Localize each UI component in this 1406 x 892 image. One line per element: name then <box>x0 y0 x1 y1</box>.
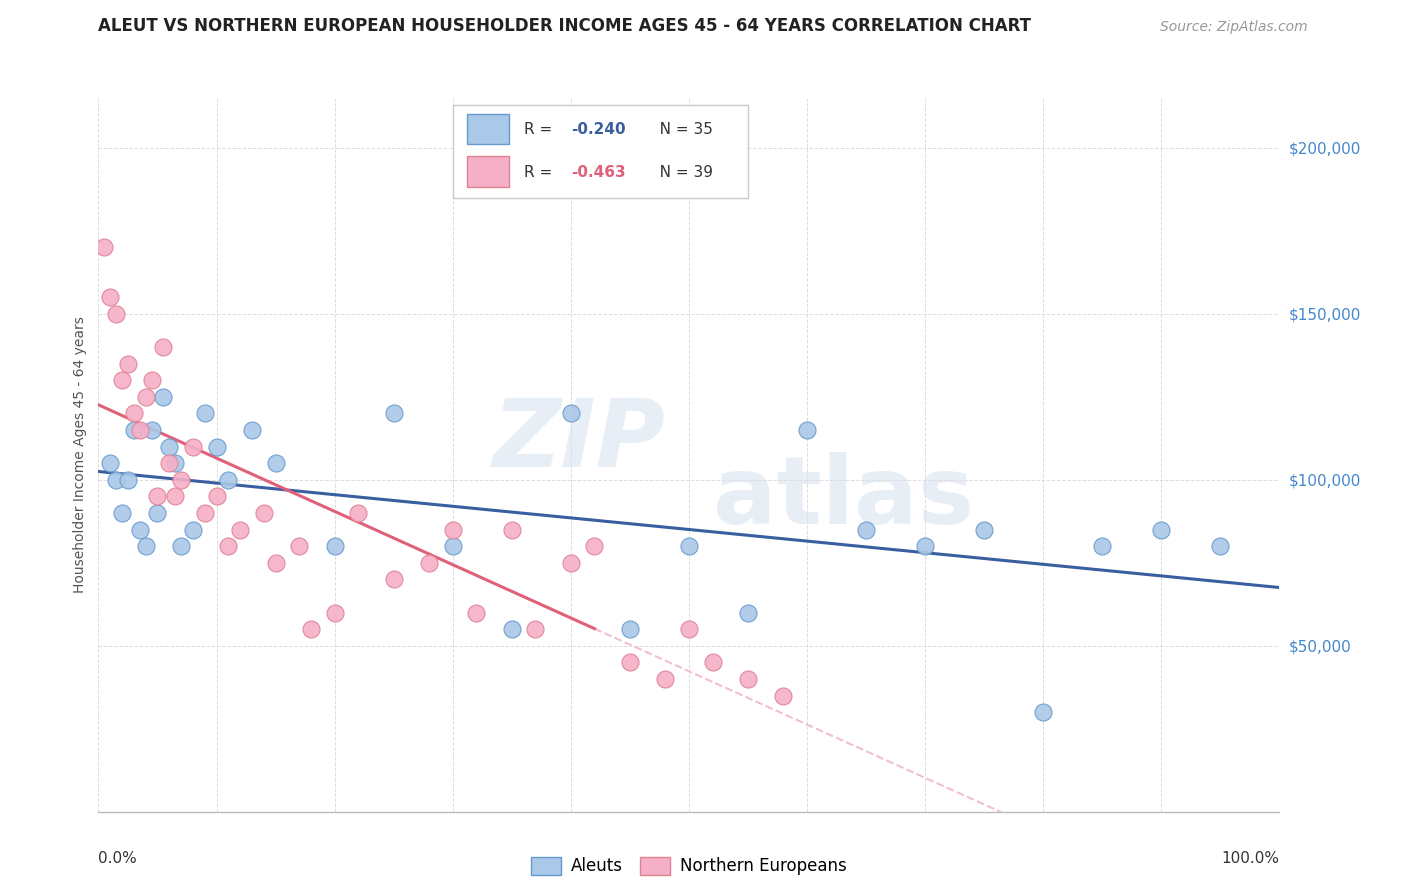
Point <box>217 473 239 487</box>
Point <box>501 523 523 537</box>
Point <box>678 539 700 553</box>
Point <box>165 456 187 470</box>
Point <box>583 539 606 553</box>
Point <box>501 622 523 636</box>
Point <box>93 240 115 254</box>
Point <box>441 539 464 553</box>
Point <box>737 606 759 620</box>
Point <box>240 423 263 437</box>
Point <box>678 622 700 636</box>
Point <box>654 672 676 686</box>
Point <box>135 390 157 404</box>
Point <box>524 622 547 636</box>
Point <box>122 423 145 437</box>
Point <box>170 539 193 553</box>
Legend: Aleuts, Northern Europeans: Aleuts, Northern Europeans <box>524 850 853 882</box>
Point <box>264 556 287 570</box>
Point <box>194 406 217 420</box>
Point <box>170 473 193 487</box>
Point <box>973 523 995 537</box>
Point <box>299 622 322 636</box>
Point <box>702 656 724 670</box>
Point <box>122 406 145 420</box>
Point <box>128 423 150 437</box>
Point <box>619 656 641 670</box>
Point <box>105 307 128 321</box>
Point <box>141 373 163 387</box>
Text: Source: ZipAtlas.com: Source: ZipAtlas.com <box>1160 21 1308 34</box>
Point <box>382 573 405 587</box>
Point <box>347 506 370 520</box>
Point <box>152 390 174 404</box>
Point <box>1150 523 1173 537</box>
Point <box>1032 705 1054 719</box>
Point <box>288 539 311 553</box>
Point <box>157 440 180 454</box>
Point <box>128 523 150 537</box>
Point <box>152 340 174 354</box>
Point <box>181 523 204 537</box>
Point <box>323 606 346 620</box>
Point <box>772 689 794 703</box>
Point <box>914 539 936 553</box>
Point <box>135 539 157 553</box>
Text: ZIP: ZIP <box>492 394 665 487</box>
Point <box>855 523 877 537</box>
Point <box>117 473 139 487</box>
Point <box>619 622 641 636</box>
Point <box>98 456 121 470</box>
Text: atlas: atlas <box>713 451 973 544</box>
Point <box>194 506 217 520</box>
Y-axis label: Householder Income Ages 45 - 64 years: Householder Income Ages 45 - 64 years <box>73 317 87 593</box>
Point <box>323 539 346 553</box>
Point <box>146 506 169 520</box>
Point <box>157 456 180 470</box>
Point <box>205 440 228 454</box>
Point <box>737 672 759 686</box>
Text: 100.0%: 100.0% <box>1222 852 1279 866</box>
Point <box>253 506 276 520</box>
Point <box>146 490 169 504</box>
Point <box>1209 539 1232 553</box>
Point <box>560 406 582 420</box>
Text: 0.0%: 0.0% <box>98 852 138 866</box>
Point <box>465 606 488 620</box>
Point <box>264 456 287 470</box>
Point <box>181 440 204 454</box>
Point <box>111 506 134 520</box>
Point <box>560 556 582 570</box>
Point <box>217 539 239 553</box>
Point <box>1091 539 1114 553</box>
Point <box>441 523 464 537</box>
Point <box>796 423 818 437</box>
Point <box>105 473 128 487</box>
Point <box>229 523 252 537</box>
Point <box>165 490 187 504</box>
Point <box>382 406 405 420</box>
Point <box>117 357 139 371</box>
Point <box>205 490 228 504</box>
Text: ALEUT VS NORTHERN EUROPEAN HOUSEHOLDER INCOME AGES 45 - 64 YEARS CORRELATION CHA: ALEUT VS NORTHERN EUROPEAN HOUSEHOLDER I… <box>98 17 1032 35</box>
Point <box>418 556 440 570</box>
Point <box>111 373 134 387</box>
Point <box>141 423 163 437</box>
Point <box>98 290 121 304</box>
